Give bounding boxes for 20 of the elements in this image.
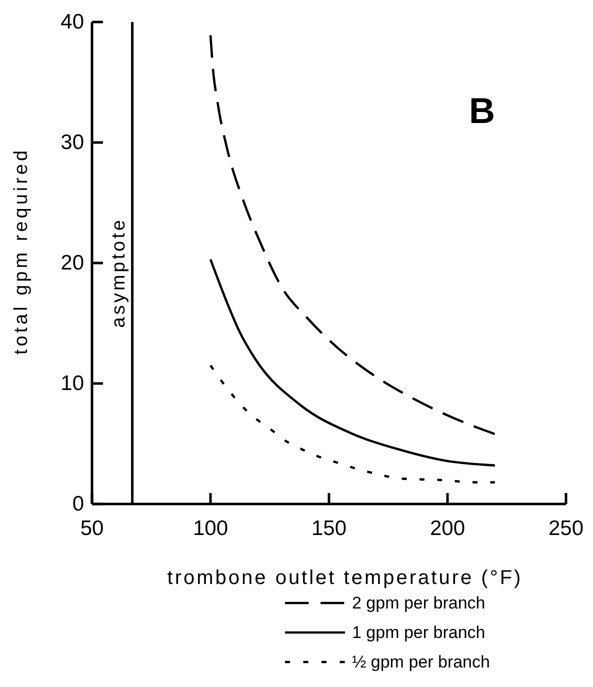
ref-line-label: asymptote — [108, 218, 130, 328]
y-tick-label: 10 — [60, 372, 84, 395]
y-tick-label: 40 — [60, 10, 84, 34]
legend-label: 1 gpm per branch — [352, 623, 486, 642]
x-tick-label: 200 — [430, 517, 466, 540]
y-tick-label: 0 — [72, 492, 84, 516]
x-tick-label: 100 — [192, 517, 228, 540]
y-axis-title: total gpm required — [11, 147, 32, 355]
annotation: B — [469, 90, 495, 131]
x-tick-label: 250 — [548, 517, 584, 540]
line-series — [209, 364, 496, 484]
line-series — [209, 34, 496, 436]
line-series — [209, 258, 496, 467]
y-tick-label: 20 — [60, 252, 84, 274]
y-tick-label: 30 — [60, 131, 84, 154]
x-tick-label: 50 — [80, 517, 104, 540]
legend-label: 2 gpm per branch — [352, 594, 486, 612]
legend-label: ½ gpm per branch — [352, 652, 490, 672]
x-axis-title: trombone outlet temperature (°F) — [167, 567, 523, 589]
x-tick-label: 150 — [311, 517, 347, 540]
